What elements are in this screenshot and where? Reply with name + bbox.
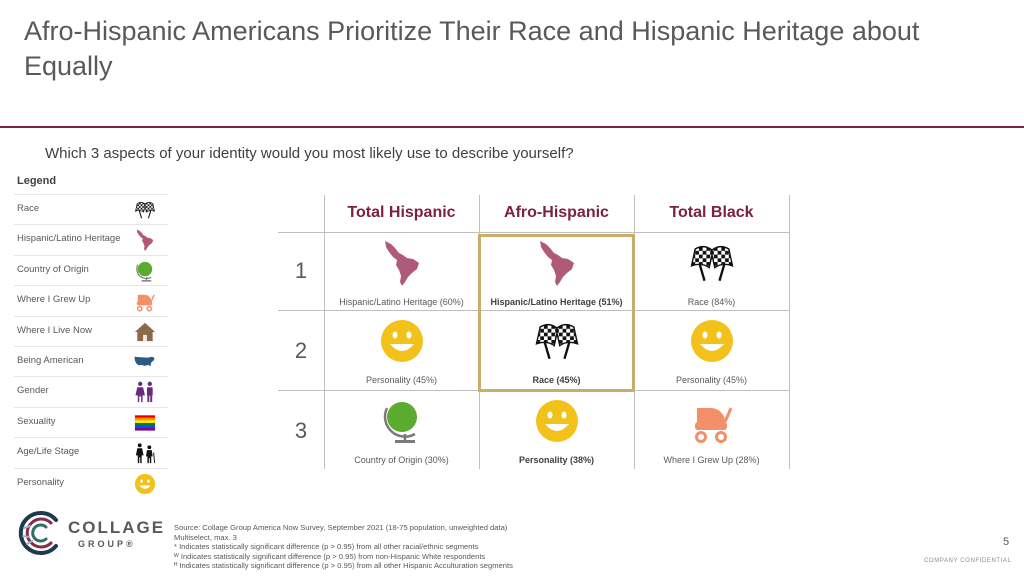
- afro-hispanic-highlight-box: [478, 234, 635, 392]
- source-line: ᵂ Indicates statistically significant di…: [174, 551, 486, 561]
- matrix-cell: Race (45%): [479, 310, 634, 388]
- legend-item-label: Where I Live Now: [17, 324, 92, 336]
- latin-america-map-icon: [132, 228, 158, 252]
- legend-item-label: Age/Life Stage: [17, 446, 80, 458]
- house-icon: [132, 320, 158, 344]
- globe-icon: [132, 259, 158, 283]
- rank-label: 1: [294, 258, 308, 283]
- legend-item: Gender: [14, 376, 168, 406]
- grid-line: [278, 232, 790, 233]
- matrix-cell-label: Hispanic/Latino Heritage (60%): [339, 297, 464, 307]
- column-header-total-hispanic: Total Hispanic: [347, 204, 456, 221]
- legend-item: Hispanic/Latino Heritage: [14, 224, 168, 254]
- legend-item: Sexuality: [14, 406, 168, 437]
- smiley-icon: [529, 396, 585, 446]
- family-icon: [132, 441, 158, 465]
- usa-map-icon: [132, 350, 158, 374]
- latin-america-map-icon: [374, 238, 430, 288]
- matrix-cell: Hispanic/Latino Heritage (60%): [324, 232, 479, 310]
- title-divider: [0, 126, 1024, 128]
- legend-item: Where I Live Now: [14, 315, 168, 346]
- legend-item: Being American: [14, 345, 168, 376]
- page-number: 5: [1003, 536, 1010, 548]
- grid-line: [324, 195, 325, 469]
- matrix-cell: Personality (45%): [634, 310, 789, 388]
- grid-line: [789, 195, 790, 469]
- collage-group-logo: COLLAGE GROUP®: [12, 506, 166, 562]
- smiley-icon: [374, 316, 430, 366]
- globe-icon: [374, 396, 430, 446]
- matrix-cell-label: Personality (38%): [518, 455, 595, 465]
- gender-icon: [132, 380, 158, 404]
- column-header-total-black: Total Black: [669, 204, 754, 221]
- rainbow-flag-icon: [132, 411, 158, 435]
- source-line: ᴴ Indicates statistically significant di…: [174, 561, 513, 571]
- confidential-label: COMPANY CONFIDENTIAL: [924, 558, 1012, 564]
- legend-item: Race: [14, 194, 168, 224]
- latin-america-map-icon: [529, 238, 585, 288]
- baby-stroller-icon: [132, 289, 158, 313]
- matrix-cell-label: Where I Grew Up (28%): [663, 455, 760, 465]
- logo-mark-icon: [18, 511, 58, 555]
- matrix-cell-label: Country of Origin (30%): [354, 455, 449, 465]
- rank-label: 3: [294, 418, 308, 443]
- grid-line: [278, 310, 790, 311]
- source-line: Multiselect, max. 3: [174, 532, 237, 542]
- legend-item-label: Where I Grew Up: [17, 294, 91, 306]
- matrix-cell-label: Personality (45%): [365, 375, 438, 385]
- source-line: Source: Collage Group America Now Survey…: [174, 523, 508, 532]
- matrix-cell: Country of Origin (30%): [324, 390, 479, 468]
- checkered-flags-icon: [132, 198, 158, 222]
- slide-title: Afro-Hispanic Americans Prioritize Their…: [24, 16, 920, 81]
- legend-item-label: Sexuality: [17, 415, 56, 427]
- survey-question: Which 3 aspects of your identity would y…: [45, 145, 574, 162]
- legend-item: Where I Grew Up: [14, 285, 168, 315]
- matrix-cell-label: Race (84%): [687, 297, 736, 307]
- matrix-cell: Hispanic/Latino Heritage (51%): [479, 232, 634, 310]
- column-header-afro-hispanic: Afro-Hispanic: [504, 204, 609, 221]
- checkered-flags-icon: [684, 238, 740, 288]
- logo-wordmark: COLLAGE: [68, 518, 166, 537]
- matrix-cell: Race (84%): [634, 232, 789, 310]
- matrix-cell: Personality (38%): [479, 390, 634, 468]
- legend-item-label: Personality: [17, 476, 64, 488]
- checkered-flags-icon: [529, 316, 585, 366]
- smiley-icon: [684, 316, 740, 366]
- matrix-cell-label: Race (45%): [532, 375, 581, 385]
- baby-stroller-icon: [684, 396, 740, 446]
- legend-item: Personality: [14, 467, 168, 498]
- matrix-cell: Where I Grew Up (28%): [634, 390, 789, 468]
- legend: Legend Race Hispanic/Latino Heritage Cou…: [14, 168, 168, 498]
- smiley-icon: [132, 472, 158, 496]
- legend-item-label: Gender: [17, 385, 49, 397]
- source-notes: Source: Collage Group America Now Survey…: [174, 523, 513, 571]
- logo-wordmark-sub: GROUP®: [78, 539, 136, 549]
- source-line: * Indicates statistically significant di…: [174, 542, 479, 552]
- legend-item-label: Hispanic/Latino Heritage: [17, 233, 121, 245]
- legend-item: Age/Life Stage: [14, 437, 168, 467]
- legend-item: Country of Origin: [14, 254, 168, 285]
- legend-title: Legend: [17, 175, 57, 187]
- rank-label: 2: [294, 338, 308, 363]
- legend-item-label: Race: [17, 203, 40, 214]
- legend-item-label: Country of Origin: [17, 263, 89, 275]
- matrix-cell: Personality (45%): [324, 310, 479, 388]
- matrix-cell-label: Hispanic/Latino Heritage (51%): [490, 297, 623, 307]
- matrix-cell-label: Personality (45%): [675, 375, 748, 385]
- legend-item-label: Being American: [17, 354, 84, 366]
